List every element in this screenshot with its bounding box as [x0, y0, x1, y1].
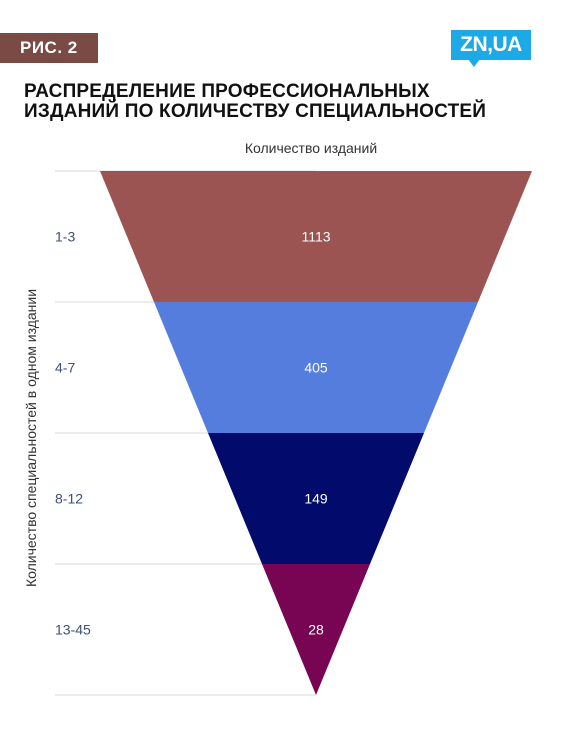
category-label: 8-12	[55, 491, 83, 507]
logo-tail-shape	[468, 59, 480, 67]
zn-ua-logo: ZN,UA	[451, 30, 531, 60]
funnel-segment-4-7	[154, 302, 478, 433]
segment-value-label: 28	[308, 622, 324, 638]
segment-value-label: 405	[304, 360, 328, 376]
chart-title-line-1: РАСПРЕДЕЛЕНИЕ ПРОФЕССИОНАЛЬНЫХ	[24, 81, 430, 102]
figure-badge: РИС. 2	[0, 33, 98, 63]
category-label: 4-7	[55, 360, 75, 376]
chart-title: РАСПРЕДЕЛЕНИЕ ПРОФЕССИОНАЛЬНЫХ ИЗДАНИЙ П…	[24, 82, 534, 122]
funnel-segment-8-12	[208, 433, 424, 564]
x-axis-title: Количество изданий	[244, 140, 378, 156]
funnel-segment-1-3	[100, 171, 532, 302]
funnel-segment-13-45	[262, 564, 370, 695]
segment-value-label: 1113	[301, 229, 330, 245]
category-label: 13-45	[55, 622, 91, 638]
segment-value-label: 149	[304, 491, 328, 507]
chart-title-line-2: ИЗДАНИЙ ПО КОЛИЧЕСТВУ СПЕЦИАЛЬНОСТЕЙ	[24, 101, 487, 122]
category-label: 1-3	[55, 229, 75, 245]
